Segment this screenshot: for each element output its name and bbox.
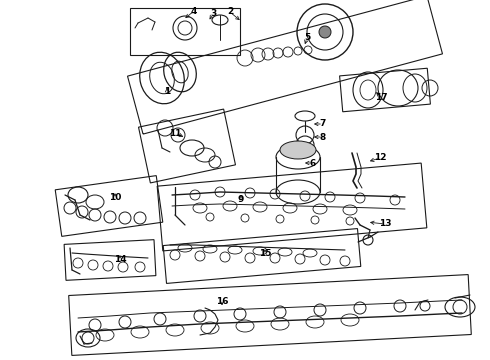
Text: 16: 16 [216,297,228,306]
Text: 15: 15 [259,249,271,258]
Text: 7: 7 [320,120,326,129]
Ellipse shape [280,141,316,159]
Text: 12: 12 [374,153,386,162]
Text: 13: 13 [379,220,391,229]
Text: 3: 3 [210,9,216,18]
Text: 1: 1 [164,86,170,95]
Text: 11: 11 [169,129,181,138]
Text: 8: 8 [320,132,326,141]
Text: 9: 9 [238,194,244,203]
Circle shape [319,26,331,38]
Text: 5: 5 [304,33,310,42]
Text: 14: 14 [114,256,126,265]
Text: 10: 10 [109,194,121,202]
Text: 6: 6 [310,158,316,167]
Text: 4: 4 [191,6,197,15]
Text: 17: 17 [375,93,387,102]
Text: 2: 2 [227,8,233,17]
